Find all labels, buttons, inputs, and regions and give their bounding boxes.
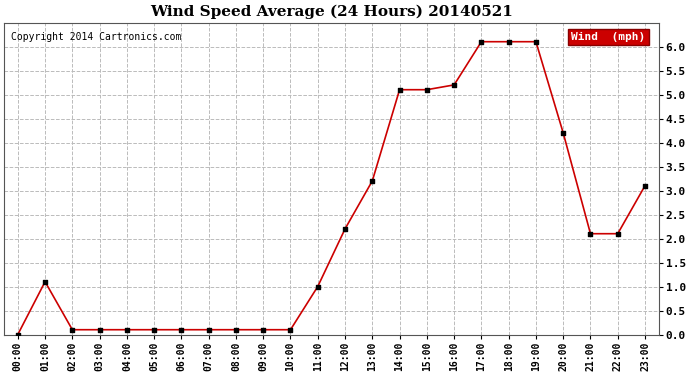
Point [640, 183, 651, 189]
Point [531, 39, 542, 45]
Point [476, 39, 487, 45]
Title: Wind Speed Average (24 Hours) 20140521: Wind Speed Average (24 Hours) 20140521 [150, 4, 513, 18]
Point [503, 39, 514, 45]
Point [12, 332, 23, 338]
Point [285, 327, 296, 333]
Point [367, 178, 378, 184]
Point [558, 130, 569, 136]
Point [94, 327, 105, 333]
Point [148, 327, 159, 333]
Point [230, 327, 241, 333]
Point [394, 87, 405, 93]
Point [67, 327, 78, 333]
Text: Wind  (mph): Wind (mph) [571, 32, 646, 42]
Point [585, 231, 596, 237]
Point [176, 327, 187, 333]
Point [39, 279, 50, 285]
Point [448, 82, 460, 88]
Point [203, 327, 214, 333]
Text: Copyright 2014 Cartronics.com: Copyright 2014 Cartronics.com [11, 32, 181, 42]
Point [121, 327, 132, 333]
Point [313, 284, 324, 290]
Point [257, 327, 268, 333]
Point [339, 226, 351, 232]
Point [422, 87, 433, 93]
Point [612, 231, 623, 237]
